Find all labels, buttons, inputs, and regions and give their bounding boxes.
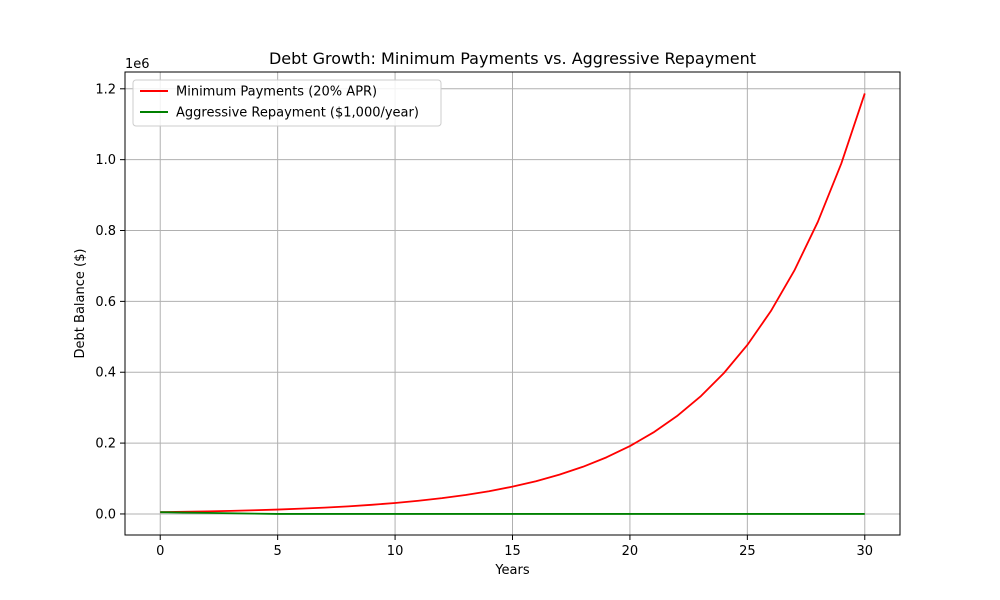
- y-tick-label: 1.0: [95, 153, 116, 168]
- legend: Minimum Payments (20% APR) Aggressive Re…: [132, 79, 442, 127]
- y-tick-label: 1.2: [95, 82, 116, 97]
- y-axis-label: Debt Balance ($): [73, 249, 88, 359]
- x-axis-label: Years: [494, 563, 530, 578]
- y-tick-label: 0.8: [95, 224, 116, 239]
- y-axis-ticks: 0.0 0.2 0.4 0.6 0.8 1.0 1.2: [95, 82, 125, 522]
- x-tick-label: 10: [387, 544, 404, 559]
- legend-box: [132, 79, 442, 127]
- y-tick-label: 0.0: [95, 507, 116, 522]
- y-axis-offset-label: 1e6: [125, 57, 150, 72]
- series-layer: [160, 93, 866, 515]
- x-tick-label: 25: [739, 544, 756, 559]
- legend-label-aggressive-repayment: Aggressive Repayment ($1,000/year): [176, 106, 419, 121]
- y-tick-label: 0.6: [95, 295, 116, 310]
- x-tick-label: 5: [274, 544, 282, 559]
- x-tick-label: 30: [856, 544, 873, 559]
- x-tick-label: 15: [504, 544, 521, 559]
- chart-title: Debt Growth: Minimum Payments vs. Aggres…: [269, 49, 756, 68]
- series-line-minimum-payments: [160, 93, 866, 514]
- x-axis-ticks: 0 5 10 15 20 25 30: [156, 535, 873, 559]
- y-tick-label: 0.2: [95, 437, 116, 452]
- x-tick-label: 20: [622, 544, 639, 559]
- y-tick-label: 0.4: [95, 366, 116, 381]
- series-line-aggressive-repayment: [160, 511, 865, 515]
- legend-label-minimum-payments: Minimum Payments (20% APR): [176, 85, 377, 100]
- x-tick-label: 0: [156, 544, 164, 559]
